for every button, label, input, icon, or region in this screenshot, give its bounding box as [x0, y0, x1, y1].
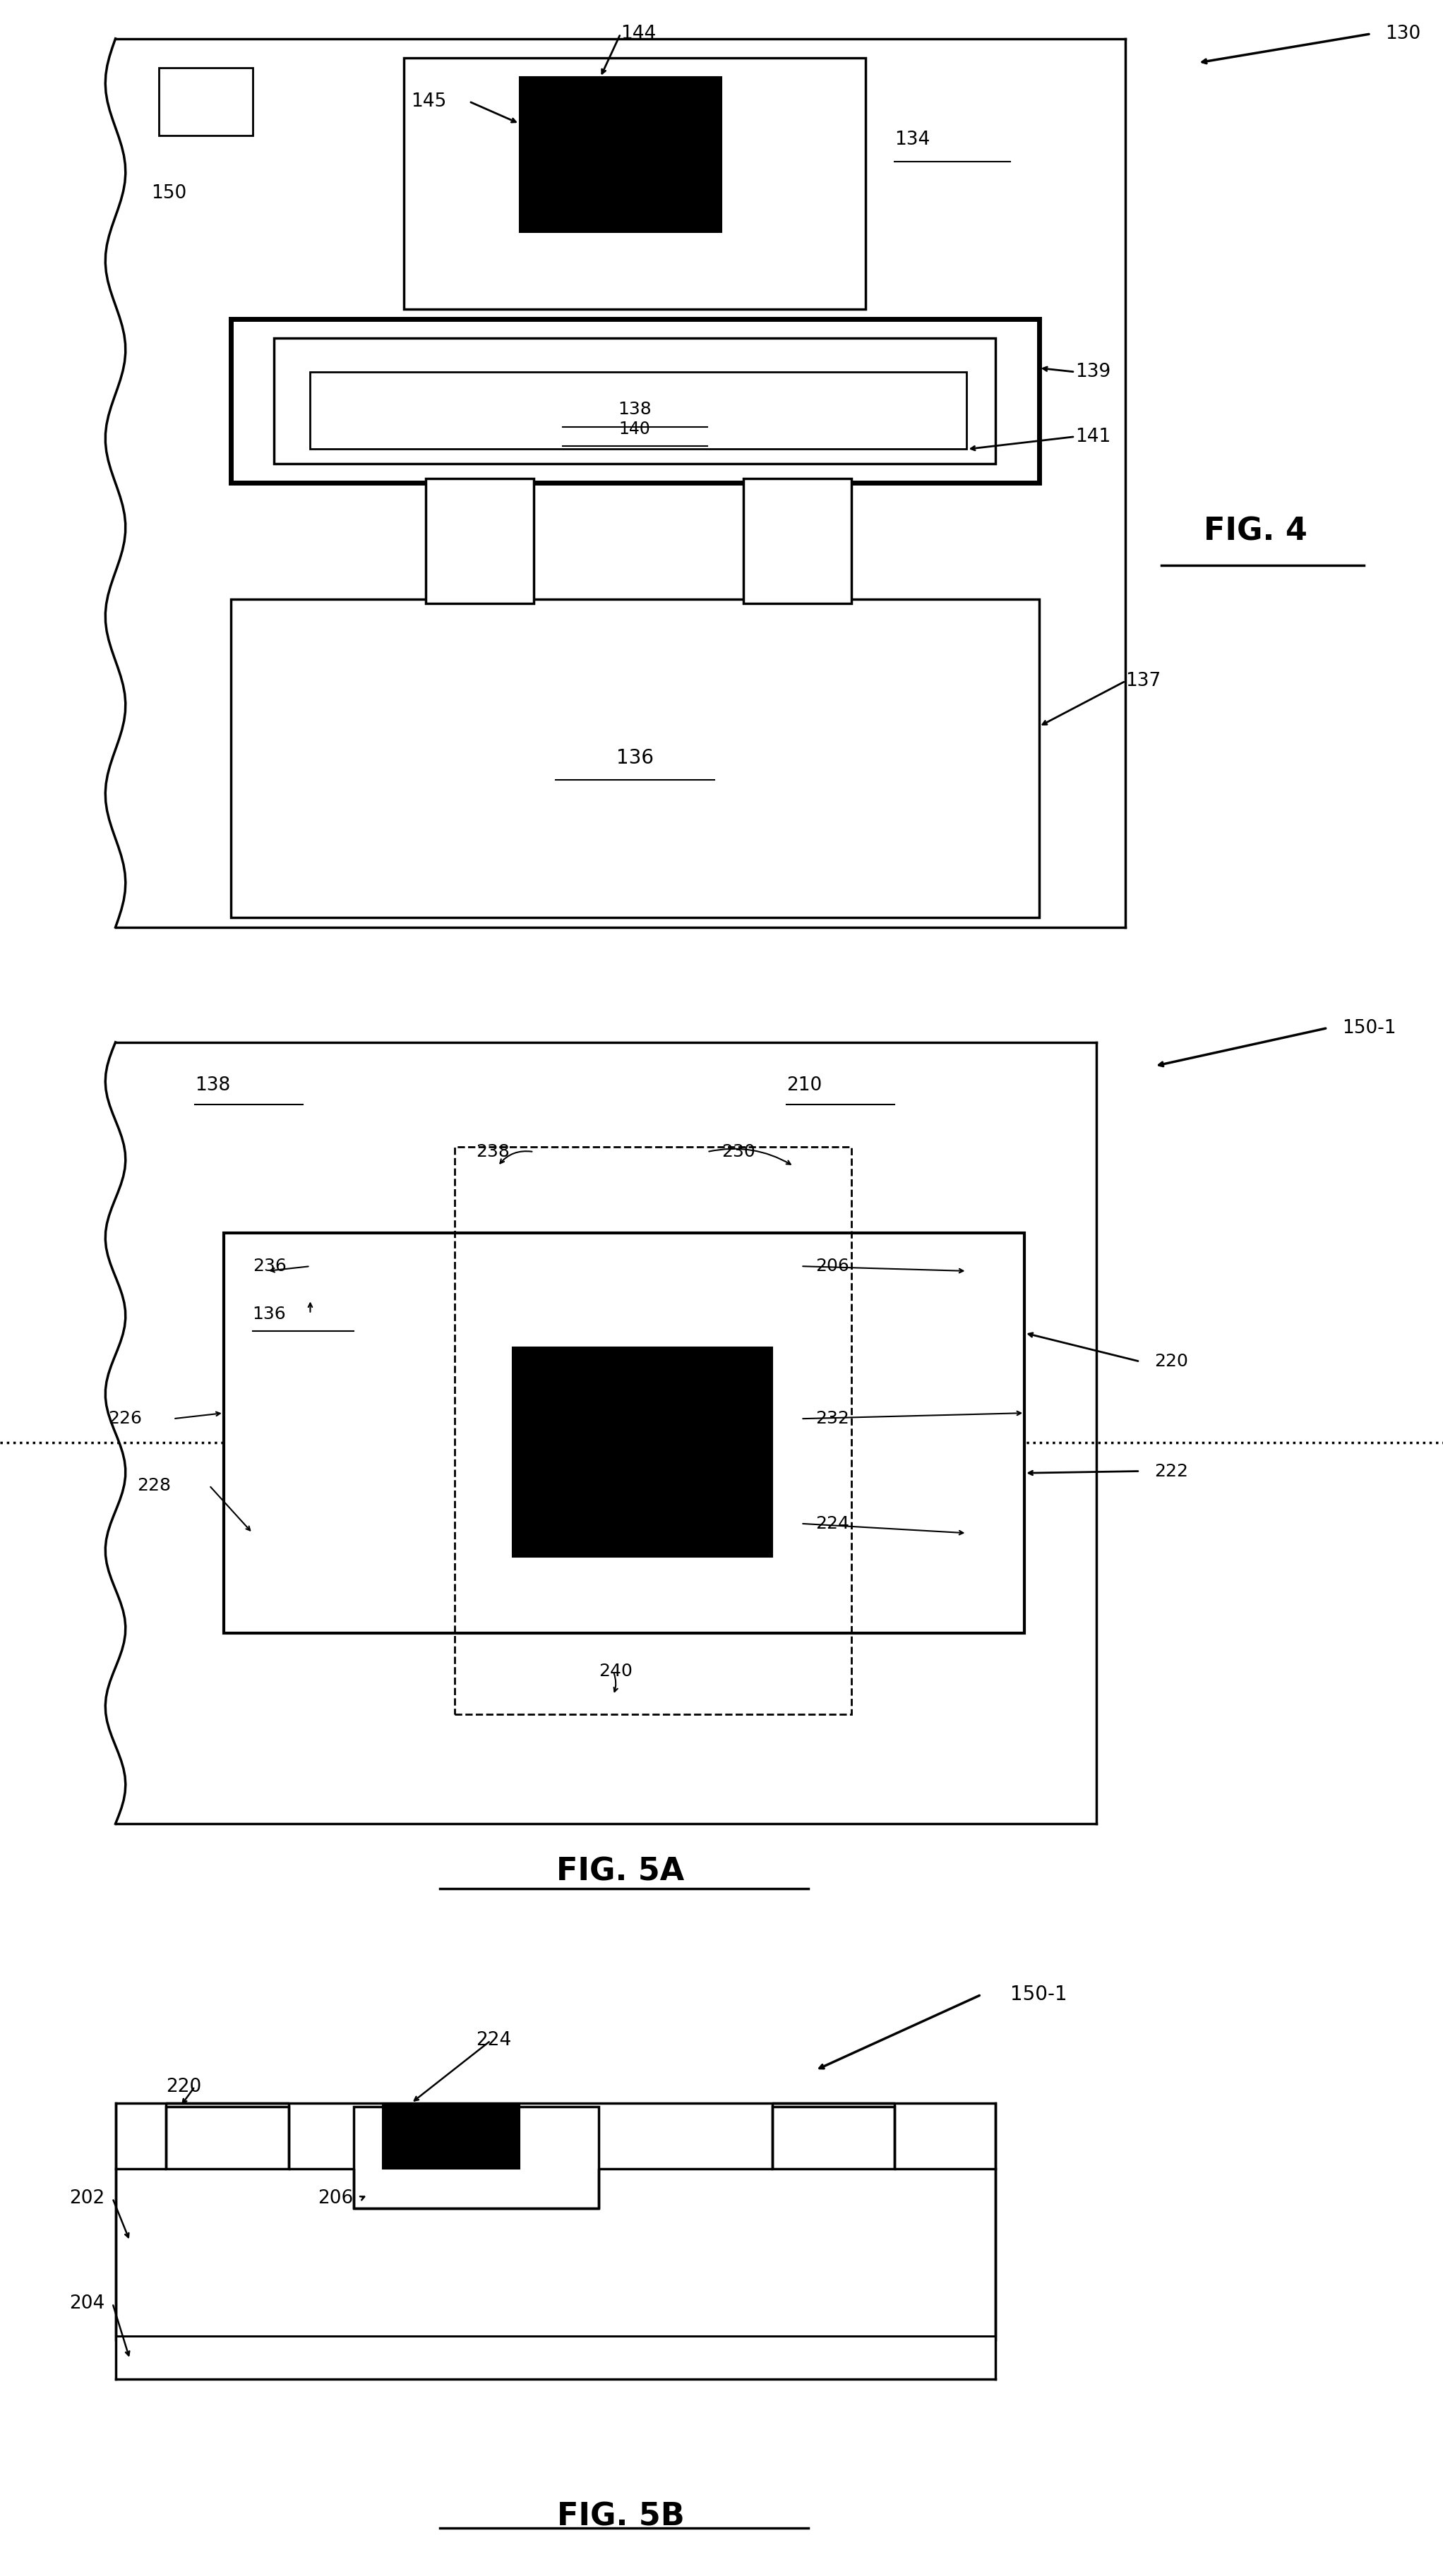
Bar	[166, 2107, 289, 2169]
Text: 224: 224	[476, 2032, 512, 2050]
Text: 136: 136	[616, 750, 654, 768]
Bar	[743, 479, 851, 603]
Text: 232: 232	[815, 1409, 848, 1427]
Text: 134: 134	[895, 131, 931, 149]
Text: 210: 210	[786, 1077, 823, 1095]
Text: 206: 206	[317, 2190, 354, 2208]
Bar	[224, 1234, 1025, 1633]
Text: 242: 242	[657, 1515, 690, 1533]
Text: 226: 226	[108, 1409, 141, 1427]
Bar	[404, 59, 866, 309]
Bar	[231, 319, 1039, 484]
Text: 137: 137	[1126, 672, 1162, 690]
Text: 144: 144	[620, 26, 657, 44]
Bar	[310, 371, 967, 448]
Text: 220: 220	[1154, 1352, 1188, 1370]
Text: 150: 150	[152, 183, 188, 204]
Bar	[512, 1347, 772, 1556]
Text: 238: 238	[476, 1144, 509, 1159]
Text: 230: 230	[722, 1144, 755, 1159]
Text: FIG. 5A: FIG. 5A	[557, 1857, 684, 1886]
Text: 228: 228	[137, 1476, 170, 1494]
Bar	[382, 2102, 519, 2169]
Text: 204: 204	[69, 2295, 105, 2313]
Text: 139: 139	[1075, 363, 1111, 381]
Bar	[426, 479, 534, 603]
Bar	[231, 600, 1039, 917]
Text: 141: 141	[1075, 428, 1111, 446]
Text: 222: 222	[1154, 1463, 1188, 1479]
Text: 136: 136	[253, 1306, 286, 1321]
Bar	[455, 1146, 851, 1713]
Text: 138: 138	[618, 402, 652, 417]
Text: 145: 145	[411, 93, 447, 111]
Text: 202: 202	[69, 2190, 105, 2208]
Bar	[115, 2336, 996, 2380]
Text: 240: 240	[599, 1664, 632, 1680]
Text: 150-1: 150-1	[1342, 1018, 1395, 1038]
Text: 130: 130	[1385, 26, 1421, 44]
Text: 236: 236	[253, 1257, 286, 1275]
Text: 138: 138	[195, 1077, 231, 1095]
Bar	[115, 2102, 996, 2339]
Bar	[519, 77, 722, 232]
Bar	[159, 67, 253, 137]
Bar	[354, 2107, 599, 2208]
Text: 140: 140	[619, 420, 651, 438]
Text: 224: 224	[815, 1515, 848, 1533]
Text: 220: 220	[166, 2076, 202, 2097]
Bar	[772, 2107, 895, 2169]
Text: FIG. 4: FIG. 4	[1203, 515, 1307, 546]
Bar	[274, 337, 996, 464]
Text: 206: 206	[815, 1257, 848, 1275]
Text: 150-1: 150-1	[1010, 1984, 1066, 2004]
Text: FIG. 5B: FIG. 5B	[557, 2501, 684, 2532]
